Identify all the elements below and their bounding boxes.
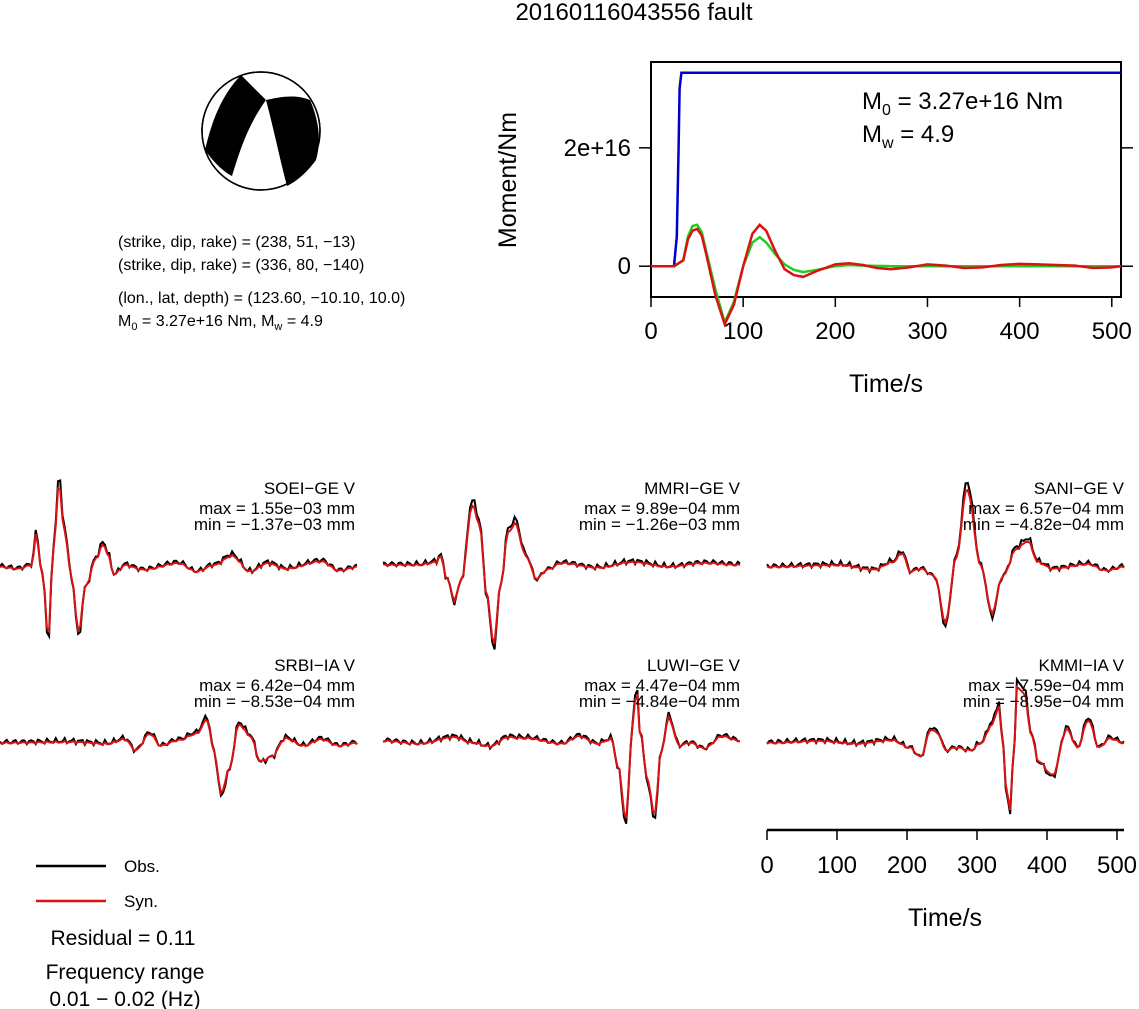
station-labels: SOEI−GE V max = 1.55e−03 mm min = −1.37e…: [194, 479, 1125, 711]
moment-plot-frame: [650, 61, 1122, 298]
legend: Obs. Syn.: [36, 857, 160, 911]
station-max-label: max = 4.47e−04 mm: [584, 676, 740, 695]
synthetic-waveform-line: [0, 487, 358, 634]
x-tick-label: 300: [957, 852, 997, 879]
station-min-label: min = −8.53e−04 mm: [194, 692, 355, 711]
frequency-range-value: 0.01 − 0.02 (Hz): [49, 988, 200, 1009]
station-max-label: max = 6.57e−04 mm: [968, 499, 1124, 518]
beachball-compressional-quadrant-left: [205, 75, 266, 176]
waveform-panels: [0, 478, 1125, 825]
mechanism-info: (strike, dip, rake) = (238, 51, −13) (st…: [118, 234, 405, 333]
waveform-x-axis-label: Time/s: [908, 904, 982, 932]
station-min-label: min = −1.37e−03 mm: [194, 515, 355, 534]
moment-rate-chart: 0 100 200 300 400 500 0 2e+16 Time/s Moment/Nm…: [494, 61, 1133, 398]
station-min-label: min = −1.26e−03 mm: [579, 515, 740, 534]
focal-mechanism-beachball: [201, 71, 321, 191]
hypocenter-location: (lon., lat, depth) = (123.60, −10.10, 10…: [118, 290, 405, 307]
moment-magnitude-line: M0 = 3.27e+16 Nm, Mw = 4.9: [118, 313, 323, 333]
synthetic-waveform-line: [382, 503, 741, 646]
x-tick-label: 0: [760, 852, 773, 879]
figure-title: 20160116043556 fault: [515, 0, 752, 26]
station-name-label: KMMI−IA V: [1039, 656, 1125, 675]
station-min-label: min = −4.84e−04 mm: [579, 692, 740, 711]
moment-m0-annotation: M0 = 3.27e+16 Nm: [862, 88, 1063, 119]
x-tick-label: 300: [907, 318, 947, 345]
moment-series-line-2: [651, 222, 1122, 328]
synthetic-waveform-line: [766, 684, 1125, 810]
station-max-label: max = 9.89e−04 mm: [584, 499, 740, 518]
observed-waveform-line: [0, 713, 358, 799]
station-max-label: max = 6.42e−04 mm: [199, 676, 355, 695]
x-tick-label: 100: [723, 318, 763, 345]
nodal-plane-2: (strike, dip, rake) = (336, 80, −140): [118, 257, 364, 274]
synthetic-waveform-line: [766, 488, 1125, 625]
moment-y-axis-label: Moment/Nm: [494, 112, 522, 248]
station-max-label: max = 1.55e−03 mm: [199, 499, 355, 518]
moment-x-axis-label: Time/s: [849, 370, 923, 398]
station-max-label: max = 7.59e−04 mm: [968, 676, 1124, 695]
y-tick-label: 2e+16: [564, 135, 631, 162]
nodal-plane-1: (strike, dip, rake) = (238, 51, −13): [118, 234, 355, 251]
station-name-label: SANI−GE V: [1034, 479, 1125, 498]
x-tick-label: 400: [1027, 852, 1067, 879]
station-min-label: min = −4.82e−04 mm: [963, 515, 1124, 534]
x-tick-label: 100: [817, 852, 857, 879]
moment-y-axis: 0 2e+16: [564, 135, 1133, 280]
y-tick-label: 0: [618, 253, 631, 280]
observed-waveform-line: [766, 481, 1125, 629]
synthetic-waveform-line: [382, 692, 741, 819]
x-tick-label: 200: [815, 318, 855, 345]
beachball-compressional-quadrant-right: [266, 96, 319, 186]
legend-obs-label: Obs.: [124, 857, 160, 876]
moment-x-axis: 0 100 200 300 400 500: [644, 297, 1132, 345]
station-name-label: SRBI−IA V: [274, 656, 355, 675]
station-name-label: MMRI−GE V: [644, 479, 741, 498]
x-tick-label: 0: [644, 318, 657, 345]
x-tick-label: 500: [1092, 318, 1132, 345]
moment-series-line-1: [651, 223, 1121, 327]
legend-syn-label: Syn.: [124, 892, 158, 911]
station-min-label: min = −8.95e−04 mm: [963, 692, 1124, 711]
synthetic-waveform-line: [0, 718, 358, 796]
x-tick-label: 200: [887, 852, 927, 879]
residual-label: Residual = 0.11: [51, 927, 196, 950]
x-tick-label: 400: [1000, 318, 1040, 345]
waveform-x-axis: 0 100 200 300 400 500: [760, 828, 1137, 879]
frequency-range-label: Frequency range: [46, 961, 205, 984]
moment-mw-annotation: Mw = 4.9: [862, 121, 954, 152]
station-name-label: SOEI−GE V: [264, 479, 356, 498]
x-tick-label: 500: [1097, 852, 1137, 879]
station-name-label: LUWI−GE V: [647, 656, 741, 675]
